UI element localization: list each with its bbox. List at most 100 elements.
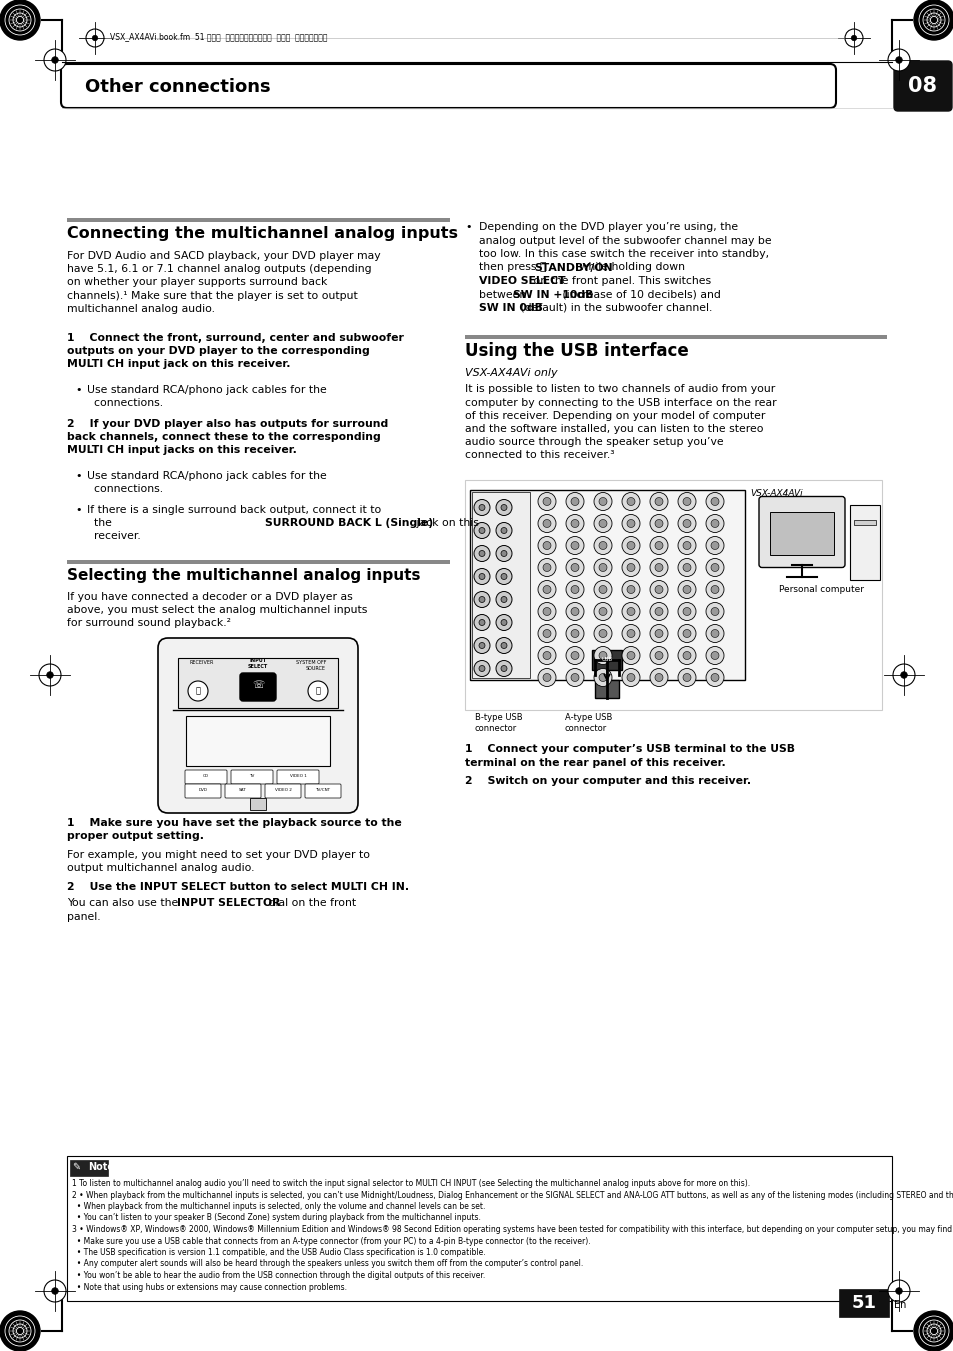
Text: (increase of 10 decibels) and: (increase of 10 decibels) and [558, 289, 720, 300]
Circle shape [537, 493, 556, 511]
Circle shape [39, 663, 61, 686]
Circle shape [649, 603, 667, 620]
Circle shape [649, 515, 667, 532]
Circle shape [571, 585, 578, 593]
Circle shape [47, 671, 53, 678]
Circle shape [478, 504, 484, 511]
Circle shape [496, 500, 512, 516]
Circle shape [51, 1288, 58, 1294]
Text: ☏: ☏ [252, 680, 264, 690]
Text: If you have connected a decoder or a DVD player as
above, you must select the an: If you have connected a decoder or a DVD… [67, 592, 367, 628]
Circle shape [705, 647, 723, 665]
Circle shape [649, 581, 667, 598]
Text: SAT: SAT [239, 788, 247, 792]
Circle shape [496, 615, 512, 631]
Circle shape [496, 661, 512, 677]
Text: Using the USB interface: Using the USB interface [464, 343, 688, 361]
Bar [67, 561, 450, 563]
Text: • Make sure you use a USB cable that connects from an A-type connector (from you: • Make sure you use a USB cable that con… [71, 1236, 590, 1246]
Bar [853, 520, 875, 524]
Bar [470, 489, 744, 680]
Circle shape [621, 515, 639, 532]
Circle shape [621, 581, 639, 598]
Circle shape [649, 558, 667, 577]
Text: 2    Use the INPUT SELECT button to select MULTI CH IN.: 2 Use the INPUT SELECT button to select … [67, 882, 409, 892]
Text: jack on this: jack on this [413, 517, 478, 528]
Text: RECEIVER: RECEIVER [190, 661, 214, 665]
Circle shape [86, 28, 104, 47]
Circle shape [682, 585, 690, 593]
Circle shape [655, 563, 662, 571]
Circle shape [500, 643, 506, 648]
Text: Note: Note [88, 1162, 113, 1173]
Circle shape [594, 581, 612, 598]
Circle shape [537, 581, 556, 598]
Text: • Any computer alert sounds will also be heard through the speakers unless you s: • Any computer alert sounds will also be… [71, 1259, 582, 1269]
FancyBboxPatch shape [759, 497, 844, 567]
Circle shape [500, 550, 506, 557]
Circle shape [649, 624, 667, 643]
FancyBboxPatch shape [61, 63, 835, 108]
Text: dial on the front: dial on the front [265, 898, 355, 908]
Text: For example, you might need to set your DVD player to
output multichannel analog: For example, you might need to set your … [67, 850, 370, 873]
Circle shape [626, 563, 635, 571]
Text: 1    Make sure you have set the playback source to the
proper output setting.: 1 Make sure you have set the playback so… [67, 817, 401, 842]
Circle shape [598, 651, 606, 659]
Circle shape [678, 603, 696, 620]
Text: • You can’t listen to your speaker B (Second Zone) system during playback from t: • You can’t listen to your speaker B (Se… [71, 1213, 480, 1223]
Circle shape [655, 651, 662, 659]
FancyBboxPatch shape [225, 784, 261, 798]
Text: For DVD Audio and SACD playback, your DVD player may
have 5.1, 6.1 or 7.1 channe: For DVD Audio and SACD playback, your DV… [67, 251, 380, 313]
Circle shape [626, 608, 635, 616]
Bar [67, 1156, 891, 1301]
Circle shape [594, 536, 612, 554]
Text: Personal computer: Personal computer [779, 585, 863, 593]
Circle shape [682, 630, 690, 638]
Circle shape [594, 669, 612, 686]
Circle shape [682, 542, 690, 550]
Circle shape [537, 669, 556, 686]
Circle shape [542, 608, 551, 616]
Text: INPUT SELECTOR: INPUT SELECTOR [177, 898, 280, 908]
Text: INPUT
SELECT: INPUT SELECT [248, 658, 268, 669]
Circle shape [496, 546, 512, 562]
Text: Use standard RCA/phono jack cables for the
  connections.: Use standard RCA/phono jack cables for t… [87, 385, 327, 408]
Text: If there is a single surround back output, connect it to
  the: If there is a single surround back outpu… [87, 505, 381, 528]
Circle shape [626, 497, 635, 505]
Text: then press ⭘: then press ⭘ [478, 262, 550, 273]
Circle shape [542, 651, 551, 659]
Circle shape [542, 497, 551, 505]
Circle shape [710, 542, 719, 550]
Circle shape [598, 563, 606, 571]
Circle shape [710, 674, 719, 681]
Circle shape [565, 647, 583, 665]
Circle shape [705, 624, 723, 643]
Circle shape [895, 1288, 902, 1294]
Text: •: • [75, 505, 81, 515]
Circle shape [0, 1310, 40, 1351]
Text: receiver.: receiver. [87, 531, 141, 540]
Circle shape [500, 504, 506, 511]
Circle shape [571, 608, 578, 616]
Bar [178, 658, 337, 708]
Circle shape [626, 542, 635, 550]
Circle shape [474, 500, 490, 516]
Circle shape [710, 563, 719, 571]
Text: •: • [75, 471, 81, 481]
Circle shape [678, 624, 696, 643]
Text: • Note that using hubs or extensions may cause connection problems.: • Note that using hubs or extensions may… [71, 1282, 347, 1292]
Circle shape [537, 624, 556, 643]
Bar [464, 335, 886, 339]
Circle shape [678, 515, 696, 532]
Bar [769, 512, 833, 554]
Text: panel.: panel. [67, 912, 100, 921]
Circle shape [649, 493, 667, 511]
Circle shape [655, 542, 662, 550]
Text: while holding down: while holding down [576, 262, 684, 273]
Circle shape [678, 536, 696, 554]
FancyBboxPatch shape [185, 770, 227, 784]
Circle shape [649, 669, 667, 686]
FancyBboxPatch shape [893, 61, 951, 111]
Circle shape [474, 592, 490, 608]
Bar [838, 1289, 888, 1317]
